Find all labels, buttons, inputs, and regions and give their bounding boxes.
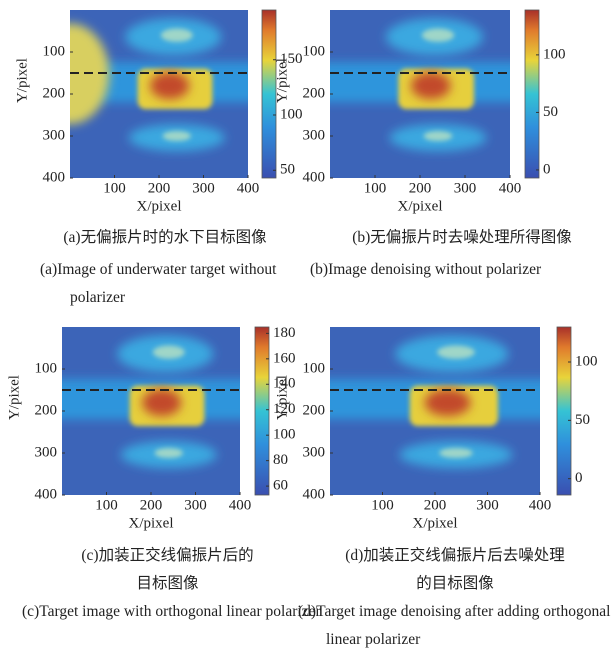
colorbar-tick-label: 150 — [280, 51, 303, 67]
colorbar-tick-label: 50 — [543, 104, 558, 120]
top-core — [160, 28, 193, 42]
y-tick-label: 400 — [303, 486, 326, 502]
caption-en: (c)Target image with orthogonal linear p… — [22, 603, 321, 620]
x-axis-label: X/pixel — [413, 515, 458, 531]
colorbar-tick-label: 100 — [575, 353, 598, 369]
y-axis-label: Y/pixel — [6, 375, 22, 420]
colorbar-tick-label: 0 — [575, 470, 583, 486]
top-core — [152, 345, 185, 359]
x-tick-label: 400 — [229, 497, 252, 513]
colorbar-tick-label: 160 — [273, 350, 296, 366]
caption-en: (a)Image of underwater target without po… — [40, 261, 277, 306]
colorbar-tick-label: 140 — [273, 376, 296, 392]
y-axis-label: Y/pixel — [14, 58, 30, 103]
caption-en: (d)Target image denoising after adding o… — [298, 603, 611, 648]
colorbar-tick-label: 60 — [273, 478, 288, 494]
x-tick-label: 300 — [476, 497, 499, 513]
caption-zh: (d)加装正交线偏振片后去噪处理的目标图像 — [345, 547, 565, 592]
bottom-core — [423, 130, 453, 142]
y-tick-label: 400 — [43, 169, 66, 185]
y-tick-label: 200 — [303, 402, 326, 418]
y-tick-label: 100 — [303, 360, 326, 376]
colorbar-tick-label: 50 — [575, 412, 590, 428]
x-tick-label: 100 — [95, 497, 118, 513]
heatmap — [330, 10, 510, 178]
x-tick-label: 300 — [454, 180, 477, 196]
x-tick-label: 400 — [529, 497, 552, 513]
y-tick-label: 300 — [303, 127, 326, 143]
caption-zh: (c)加装正交线偏振片后的目标图像 — [81, 547, 254, 592]
y-axis-label: Y/pixel — [274, 58, 290, 103]
colorbar-tick-label: 120 — [273, 401, 296, 417]
x-axis-label: X/pixel — [137, 198, 182, 214]
x-axis-label: X/pixel — [129, 515, 174, 531]
caption-zh: (a)无偏振片时的水下目标图像 — [63, 229, 267, 246]
target-core — [142, 389, 182, 417]
y-tick-label: 200 — [303, 85, 326, 101]
colorbar — [254, 326, 270, 496]
x-tick-label: 400 — [499, 180, 522, 196]
bottom-core — [439, 447, 473, 459]
x-axis-label: X/pixel — [398, 198, 443, 214]
x-tick-label: 400 — [237, 180, 260, 196]
x-tick-label: 100 — [364, 180, 387, 196]
x-tick-label: 300 — [192, 180, 215, 196]
caption-en: (b)Image denoising without polarizer — [310, 261, 542, 278]
heatmap — [62, 327, 240, 495]
y-axis-label: Y/pixel — [274, 375, 290, 420]
colorbar-tick-label: 100 — [280, 106, 303, 122]
x-tick-label: 200 — [424, 497, 447, 513]
heatmap — [70, 10, 248, 178]
colorbar — [261, 9, 277, 179]
y-tick-label: 100 — [43, 43, 66, 59]
y-tick-label: 300 — [303, 444, 326, 460]
y-tick-label: 300 — [35, 444, 58, 460]
caption-zh: (b)无偏振片时去噪处理所得图像 — [352, 229, 572, 246]
top-core — [421, 28, 455, 42]
x-tick-label: 200 — [148, 180, 171, 196]
y-tick-label: 200 — [35, 402, 58, 418]
y-tick-label: 400 — [303, 169, 326, 185]
bottom-core — [162, 130, 192, 142]
target-core — [411, 72, 451, 100]
colorbar — [556, 326, 572, 496]
colorbar-tick-label: 0 — [543, 161, 551, 177]
colorbar-tick-label: 50 — [280, 162, 295, 178]
colorbar-tick-label: 180 — [273, 325, 296, 341]
y-tick-label: 100 — [303, 43, 326, 59]
y-tick-label: 300 — [43, 127, 66, 143]
x-tick-label: 200 — [409, 180, 432, 196]
y-tick-label: 200 — [43, 85, 66, 101]
colorbar-tick-label: 100 — [273, 427, 296, 443]
y-tick-label: 400 — [35, 486, 58, 502]
top-core — [437, 345, 475, 359]
x-tick-label: 300 — [184, 497, 207, 513]
x-tick-label: 100 — [103, 180, 126, 196]
colorbar-tick-label: 100 — [543, 46, 566, 62]
target-core — [150, 72, 190, 100]
heatmap — [330, 327, 540, 495]
y-tick-label: 100 — [35, 360, 58, 376]
x-tick-label: 100 — [371, 497, 394, 513]
target-core — [424, 389, 471, 417]
x-tick-label: 200 — [140, 497, 163, 513]
colorbar-tick-label: 80 — [273, 452, 288, 468]
colorbar — [524, 9, 540, 179]
bottom-core — [154, 447, 184, 459]
